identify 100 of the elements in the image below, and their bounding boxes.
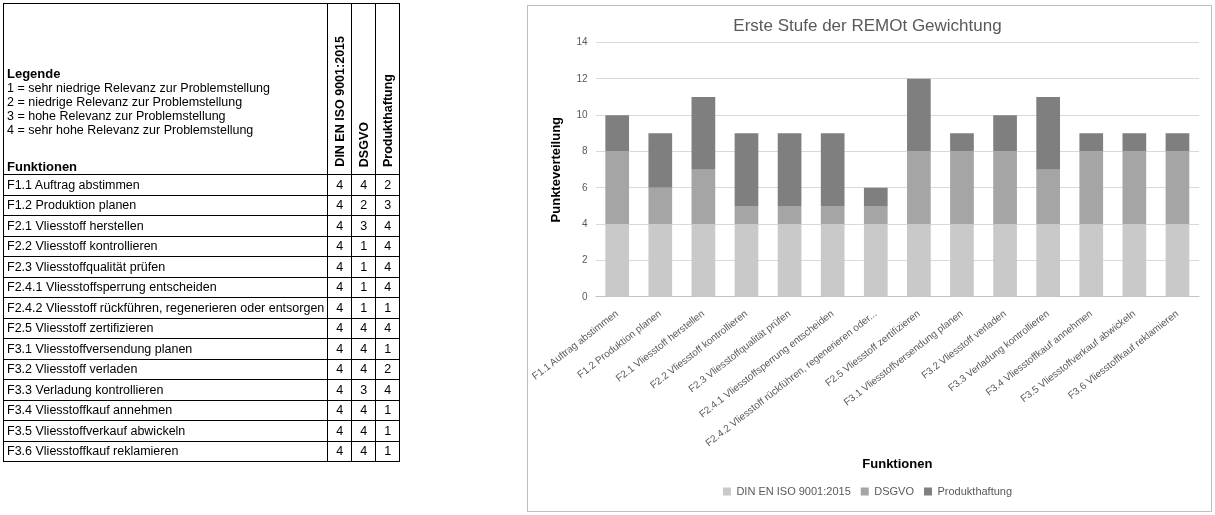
bar [1122,133,1147,152]
y-axis-title: Punkteverteilung [548,116,564,223]
bar [820,206,845,225]
y-tick-label: F2.4.2 Vliesstoff rückführen, regenerieren oder entsorgen [3,297,328,318]
text: 2 = niedrige Relevanz zur Problemstellung [7,95,244,109]
data-label: 4 [351,400,376,421]
y-tick-label: F2.2 Vliesstoff kontrollieren [3,236,328,257]
data-label: 1 [351,256,376,277]
x-tick-label: DSGVO [356,121,371,167]
data-label: 4 [327,174,352,195]
data-label: 4 [375,215,400,236]
data-label: 1 [351,297,376,318]
data-label: 4 [351,359,376,380]
data-label: 4 [351,174,376,195]
data-label: 4 [327,359,352,380]
bar [1036,224,1061,297]
data-label: 4 [327,338,352,359]
data-label: 3 [351,379,376,400]
y-tick-label: F2.4.1 Vliesstoffsperrung entscheiden [3,277,328,298]
data-label: 4 [327,236,352,257]
data-label: 4 [327,400,352,421]
y-tick-label: F2.3 Vliesstoffqualität prüfen [3,256,328,277]
data-label: 4 [327,420,352,441]
bar [605,151,630,225]
data-label: 4 [375,379,400,400]
bar [907,224,931,297]
y-tick-label: F3.4 Vliesstoffkauf annehmen [3,400,328,421]
bar [777,206,802,225]
bar [1122,151,1147,225]
data-label: 2 [375,174,400,195]
bar [777,133,802,207]
data-label: 1 [351,236,376,257]
bar [1036,169,1061,225]
bar [950,151,974,225]
data-label: 3 [351,215,376,236]
bar [605,224,630,297]
bar [1079,224,1104,297]
data-label: 4 [351,318,376,339]
y-tick-label: F3.6 Vliesstoffkauf reklamieren [3,441,328,462]
data-label: 1 [375,297,400,318]
bar [691,169,716,225]
bar [1165,224,1190,297]
bar [993,151,1017,225]
bar [1122,224,1147,297]
bar [863,224,888,297]
data-label: 1 [351,277,376,298]
data-label: 4 [351,338,376,359]
text: 3 = hohe Relevanz zur Problemstellung [7,109,227,123]
text: Legende [7,66,62,81]
text: 4 = sehr hohe Relevanz zur Problemstellung [7,123,255,137]
bar [993,115,1017,152]
y-tick-label: F1.1 Auftrag abstimmen [3,174,328,195]
y-tick-label: F2.1 Vliesstoff herstellen [3,215,328,236]
data-label: 4 [327,318,352,339]
x-axis-title: Funktionen [862,455,933,471]
data-label: 4 [327,256,352,277]
bar [777,224,802,297]
data-label: 4 [327,297,352,318]
data-label: 4 [327,379,352,400]
data-label: 4 [375,318,400,339]
bar [820,224,845,297]
data-label: 4 [351,441,376,462]
y-tick-label: 10 [576,108,589,120]
data-label: 4 [327,215,352,236]
bar [1036,96,1061,170]
x-tick-label: DIN EN ISO 9001:2015 [332,36,347,167]
data-label: 4 [375,277,400,298]
y-axis-title: Funktionen [7,159,79,174]
data-label: 2 [375,359,400,380]
data-label: 1 [375,338,400,359]
bar [648,224,673,297]
bar [1079,133,1104,152]
y-tick-label: 12 [576,72,589,84]
bar [907,151,931,225]
y-tick-label: F3.5 Vliesstoffverkauf abwickeln [3,420,328,441]
bar [993,224,1017,297]
bar [691,224,716,297]
bar [605,115,630,152]
y-tick-label: 6 [582,181,589,193]
data-label: 1 [375,400,400,421]
text: 1 = sehr niedrige Relevanz zur Problemstellung [7,81,271,95]
data-label: 4 [327,441,352,462]
data-label: 4 [351,420,376,441]
bar [907,78,931,152]
data-label: 2 [351,195,376,216]
bar [734,206,759,225]
bar [863,206,888,225]
data-label: 4 [375,256,400,277]
bar [734,133,759,207]
chart-title: Erste Stufe der REMOt Gewichtung [733,15,1002,35]
bar [691,96,716,170]
y-tick-label: 0 [582,290,589,302]
bar [863,187,888,207]
y-tick-label: 4 [582,217,589,229]
data-label: 1 [375,441,400,462]
x-tick-label: Produkthaftung [380,73,395,167]
bar [1165,151,1190,225]
bar [648,187,673,225]
bar [950,224,974,297]
data-label: 4 [327,277,352,298]
